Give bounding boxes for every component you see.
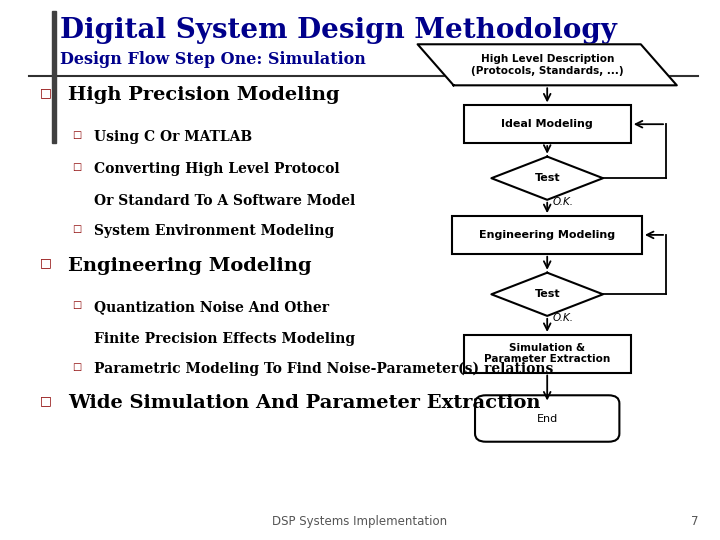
FancyBboxPatch shape xyxy=(475,395,619,442)
Text: Engineering Modeling: Engineering Modeling xyxy=(479,230,616,240)
Polygon shape xyxy=(418,44,677,85)
FancyBboxPatch shape xyxy=(464,105,631,143)
Text: Or Standard To A Software Model: Or Standard To A Software Model xyxy=(94,194,355,208)
Text: Simulation &
Parameter Extraction: Simulation & Parameter Extraction xyxy=(484,343,611,364)
Text: □: □ xyxy=(40,394,51,407)
Text: High Precision Modeling: High Precision Modeling xyxy=(68,86,340,104)
Text: DSP Systems Implementation: DSP Systems Implementation xyxy=(272,515,448,528)
Text: Converting High Level Protocol: Converting High Level Protocol xyxy=(94,162,339,176)
Text: □: □ xyxy=(72,362,81,372)
Text: End: End xyxy=(536,414,558,423)
FancyBboxPatch shape xyxy=(464,335,631,373)
Text: High Level Description
(Protocols, Standards, ...): High Level Description (Protocols, Stand… xyxy=(471,54,624,76)
Text: □: □ xyxy=(40,256,51,269)
Text: Quantization Noise And Other: Quantization Noise And Other xyxy=(94,300,328,314)
Text: □: □ xyxy=(72,162,81,172)
Text: Test: Test xyxy=(534,289,560,299)
Text: □: □ xyxy=(40,86,51,99)
Polygon shape xyxy=(491,157,603,200)
Text: Ideal Modeling: Ideal Modeling xyxy=(501,119,593,129)
Bar xyxy=(52,11,56,143)
FancyBboxPatch shape xyxy=(452,216,642,254)
Text: O.K.: O.K. xyxy=(553,313,574,323)
Polygon shape xyxy=(491,273,603,316)
Text: O.K.: O.K. xyxy=(553,197,574,207)
Text: Finite Precision Effects Modeling: Finite Precision Effects Modeling xyxy=(94,332,355,346)
Text: Parametric Modeling To Find Noise-Parameter(s) relations: Parametric Modeling To Find Noise-Parame… xyxy=(94,362,553,376)
Text: □: □ xyxy=(72,130,81,140)
Text: 7: 7 xyxy=(691,515,698,528)
Text: Test: Test xyxy=(534,173,560,183)
Text: □: □ xyxy=(72,300,81,310)
Text: Digital System Design Methodology: Digital System Design Methodology xyxy=(60,17,617,44)
Text: Design Flow Step One: Simulation: Design Flow Step One: Simulation xyxy=(60,51,366,68)
Text: Engineering Modeling: Engineering Modeling xyxy=(68,256,312,274)
Text: System Environment Modeling: System Environment Modeling xyxy=(94,224,334,238)
Text: Using C Or MATLAB: Using C Or MATLAB xyxy=(94,130,252,144)
Text: Wide Simulation And Parameter Extraction: Wide Simulation And Parameter Extraction xyxy=(68,394,541,412)
Text: □: □ xyxy=(72,224,81,234)
